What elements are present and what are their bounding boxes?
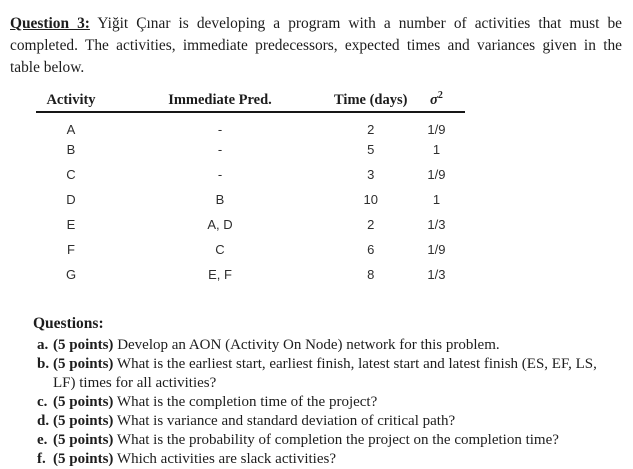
cell-time: 5 xyxy=(367,142,375,157)
intro-line-3: table below. xyxy=(10,57,622,79)
questions-heading: Questions: xyxy=(33,315,104,332)
item-points: (5 points) xyxy=(53,337,114,353)
activity-table: Activity Immediate Pred. Time (days) σ2 … xyxy=(36,90,466,287)
cell-activity: F xyxy=(67,242,75,257)
cell-time: 10 xyxy=(363,192,378,207)
question-item-e: e. (5 points) What is the probability of … xyxy=(37,431,622,450)
intro-line-3-text: table below. xyxy=(10,59,85,76)
item-text: Which activities are slack activities? xyxy=(116,451,336,467)
item-text: What is variance and standard deviation … xyxy=(116,413,456,429)
item-label: b. xyxy=(37,356,50,372)
cell-variance: 1/9 xyxy=(427,167,446,182)
sigma-exponent: 2 xyxy=(437,90,443,102)
cell-time: 8 xyxy=(367,267,375,282)
item-points: (5 points) xyxy=(53,394,114,410)
cell-variance: 1/3 xyxy=(427,267,446,282)
cell-pred: - xyxy=(217,122,223,137)
item-text: Develop an AON (Activity On Node) networ… xyxy=(117,337,500,353)
table-row: B - 5 1 xyxy=(36,137,465,162)
cell-activity: E xyxy=(66,217,76,232)
item-points: (5 points) xyxy=(53,413,114,429)
question-item-c: c. (5 points) What is the completion time… xyxy=(37,393,622,412)
item-text: What is the probability of completion th… xyxy=(116,432,559,448)
table-row: A - 2 1/9 xyxy=(36,112,465,137)
cell-pred: E, F xyxy=(208,267,232,282)
sigma-symbol: σ xyxy=(430,92,438,108)
cell-pred: - xyxy=(217,167,223,182)
table-header-row: Activity Immediate Pred. Time (days) σ2 xyxy=(36,90,466,113)
cell-activity: B xyxy=(66,142,76,157)
item-label: d. xyxy=(37,413,50,429)
cell-time: 2 xyxy=(367,217,375,232)
intro-line-1-text: Yiğit Çınar is developing a program with… xyxy=(97,15,622,32)
intro-line-2-text: completed. The activities, immediate pre… xyxy=(10,37,622,54)
item-label: f. xyxy=(37,451,46,467)
question-intro-paragraph: Question 3: Yiğit Çınar is developing a … xyxy=(10,13,622,79)
cell-pred: A, D xyxy=(207,217,233,232)
question-item-b: b. (5 points) What is the earliest start,… xyxy=(37,355,622,393)
question-item-f: f. (5 points) Which activities are slack … xyxy=(37,450,622,469)
cell-variance: 1/9 xyxy=(427,122,446,137)
cell-variance: 1/3 xyxy=(427,217,446,232)
item-label: a. xyxy=(37,337,49,353)
table-row: C - 3 1/9 xyxy=(36,162,465,187)
question-number-label: Question 3: xyxy=(10,15,90,32)
cell-activity: D xyxy=(66,192,76,207)
cell-variance: 1 xyxy=(432,142,441,157)
questions-section: Questions: a. (5 points) Develop an AON (… xyxy=(10,314,622,469)
intro-line-1: Question 3: Yiğit Çınar is developing a … xyxy=(10,13,622,35)
item-points: (5 points) xyxy=(53,432,114,448)
cell-activity: A xyxy=(66,122,76,137)
intro-line-2: completed. The activities, immediate pre… xyxy=(10,35,622,57)
cell-pred: C xyxy=(215,242,225,257)
questions-list: a. (5 points) Develop an AON (Activity On… xyxy=(10,336,622,469)
cell-variance: 1/9 xyxy=(427,242,446,257)
cell-time: 3 xyxy=(367,167,375,182)
item-text: What is the completion time of the proje… xyxy=(116,394,378,410)
cell-activity: G xyxy=(65,267,77,282)
cell-time: 6 xyxy=(367,242,375,257)
cell-variance: 1 xyxy=(432,192,441,207)
header-immediate-pred: Immediate Pred. xyxy=(106,92,334,113)
question-item-d: d. (5 points) What is variance and standa… xyxy=(37,412,622,431)
item-points: (5 points) xyxy=(53,451,114,467)
cell-activity: C xyxy=(66,167,76,182)
header-variance: σ2 xyxy=(407,90,466,113)
item-text: What is the earliest start, earliest fin… xyxy=(53,356,597,391)
item-points: (5 points) xyxy=(53,356,114,372)
cell-pred: - xyxy=(217,142,223,157)
question-item-a: a. (5 points) Develop an AON (Activity On… xyxy=(37,336,622,355)
table-row: G E, F 8 1/3 xyxy=(36,262,465,287)
item-label: e. xyxy=(37,432,48,448)
cell-time: 2 xyxy=(367,122,375,137)
item-label: c. xyxy=(37,394,48,410)
header-activity: Activity xyxy=(36,92,106,113)
header-time-days: Time (days) xyxy=(334,92,408,113)
table-row: E A, D 2 1/3 xyxy=(36,212,465,237)
cell-pred: B xyxy=(215,192,225,207)
table-row: F C 6 1/9 xyxy=(36,237,465,262)
table-row: D B 10 1 xyxy=(36,187,465,212)
